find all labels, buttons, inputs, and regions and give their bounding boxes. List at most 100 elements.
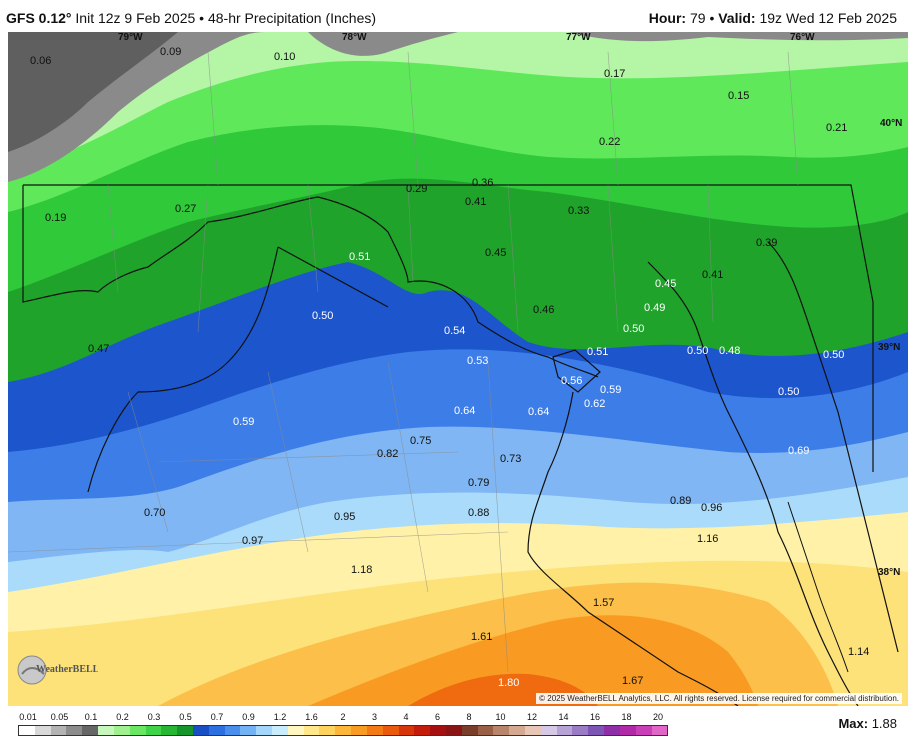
value-label: 0.73 [500, 453, 521, 465]
value-label: 1.16 [697, 533, 718, 545]
colorbar-swatch [192, 726, 209, 735]
value-label: 0.09 [160, 46, 181, 58]
colorbar-tick-label: 10 [495, 712, 506, 722]
colorbar-swatch [445, 726, 462, 735]
valid-time-info: Hour: 79 • Valid: 19z Wed 12 Feb 2025 [649, 10, 897, 26]
colorbar-swatch [525, 726, 541, 735]
max-label: Max: [838, 716, 869, 731]
value-label: 0.59 [600, 384, 621, 396]
chesapeake-east-shore [767, 241, 899, 653]
colorbar-swatch [588, 726, 605, 735]
value-label: 0.19 [45, 212, 66, 224]
colorbar-swatch [366, 726, 383, 735]
value-label: 0.41 [465, 196, 486, 208]
value-label: 0.50 [778, 386, 799, 398]
value-label: 0.21 [826, 122, 847, 134]
state-border-pa-md [23, 184, 874, 472]
value-label: 0.64 [528, 406, 549, 418]
value-label: 0.50 [623, 323, 644, 335]
colorbar-swatches [18, 725, 668, 736]
value-label: 0.69 [788, 445, 809, 457]
value-label: 0.45 [485, 247, 506, 259]
value-label: 1.14 [848, 646, 869, 658]
colorbar-swatch [82, 726, 99, 735]
value-label: 0.39 [756, 237, 777, 249]
colorbar-swatch [161, 726, 178, 735]
init-time: Init 12z 9 Feb 2025 [75, 10, 196, 26]
colorbar-tick-label: 1.2 [273, 712, 287, 722]
value-label: 0.54 [444, 325, 465, 337]
colorbar-swatch [335, 726, 352, 735]
colorbar-tick-label: 1.6 [305, 712, 318, 722]
value-label: 0.64 [454, 405, 475, 417]
value-label: 0.50 [687, 345, 708, 357]
colorbar-swatch [256, 726, 272, 735]
state-border-wv-va [22, 185, 599, 378]
lat-label-38n: 38°N [878, 567, 900, 578]
value-label: 0.79 [468, 477, 489, 489]
colorbar-tick-label: 0.2 [116, 712, 129, 722]
state-border-panhandle [277, 246, 389, 308]
valid-value: 19z Wed 12 Feb 2025 [759, 10, 897, 26]
map-title: GFS 0.12° Init 12z 9 Feb 2025 • 48-hr Pr… [6, 10, 376, 26]
colorbar-swatch [509, 726, 525, 735]
colorbar-swatch [430, 726, 446, 735]
value-label: 0.50 [823, 349, 844, 361]
weatherbell-logo: WeatherBELL [16, 652, 98, 688]
lat-label-40n: 40°N [880, 118, 902, 129]
colorbar-tick-label: 0.5 [179, 712, 192, 722]
header-bar: GFS 0.12° Init 12z 9 Feb 2025 • 48-hr Pr… [0, 0, 913, 32]
band-orange [308, 615, 758, 706]
colorbar-swatch [319, 726, 336, 735]
band-gray-ne [568, 32, 908, 42]
title-separator: • [199, 10, 205, 26]
product-name: 48-hr Precipitation (Inches) [207, 10, 377, 26]
value-label: 0.51 [587, 346, 608, 358]
colorbar-tick-label: 12 [526, 712, 538, 722]
colorbar-tick-label: 0.3 [147, 712, 161, 722]
value-label: 0.56 [561, 375, 582, 387]
value-label: 0.50 [312, 310, 333, 322]
colorbar-swatch [177, 726, 193, 735]
value-labels: 0.06 0.09 0.10 0.17 0.15 0.21 0.22 0.19 … [30, 46, 869, 689]
value-label: 1.67 [622, 675, 643, 687]
value-label: 0.88 [468, 507, 489, 519]
potomac-river [527, 391, 739, 706]
value-label: 0.48 [719, 345, 740, 357]
colorbar-swatch [287, 726, 304, 735]
colorbar-swatch [382, 726, 399, 735]
precipitation-map: 79°W 78°W 77°W 76°W 40°N 39°N 38°N 0.06 … [8, 32, 908, 706]
colorbar-swatch [272, 726, 288, 735]
colorbar-swatch [208, 726, 225, 735]
hour-value: 79 [689, 10, 706, 26]
map-canvas: 79°W 78°W 77°W 76°W 40°N 39°N 38°N 0.06 … [8, 32, 908, 706]
value-label: 0.46 [533, 304, 554, 316]
value-label: 0.15 [728, 90, 749, 102]
value-label: 0.75 [410, 435, 431, 447]
value-label: 0.49 [644, 302, 665, 314]
colorbar-tick-label: 8 [466, 712, 472, 722]
colorbar-tick-label: 20 [652, 712, 664, 722]
eastern-shore-coast [787, 501, 849, 673]
colorbar-tick-label: 16 [589, 712, 601, 722]
value-label: 0.70 [144, 507, 165, 519]
colorbar-swatch [240, 726, 257, 735]
dc-border [552, 349, 601, 393]
logo-text: WeatherBELL [36, 664, 98, 675]
colorbar-swatch [540, 726, 557, 735]
colorbar-tick-label: 6 [434, 712, 441, 722]
lat-label-39n: 39°N [878, 342, 900, 353]
colorbar-swatch [572, 726, 589, 735]
copyright-notice: © 2025 WeatherBELL Analytics, LLC. All r… [536, 693, 902, 704]
value-label: 0.51 [349, 251, 370, 263]
colorbar-swatch [493, 726, 510, 735]
colorbar-swatch [619, 726, 636, 735]
max-value-box: Max: 1.88 [838, 716, 897, 731]
value-label: 0.53 [467, 355, 488, 367]
colorbar-swatch [34, 726, 51, 735]
value-label: 1.80 [498, 677, 519, 689]
value-label: 0.17 [604, 68, 625, 80]
valid-separator: • [709, 10, 715, 26]
colorbar-swatch [351, 726, 367, 735]
colorbar-swatch [145, 726, 162, 735]
